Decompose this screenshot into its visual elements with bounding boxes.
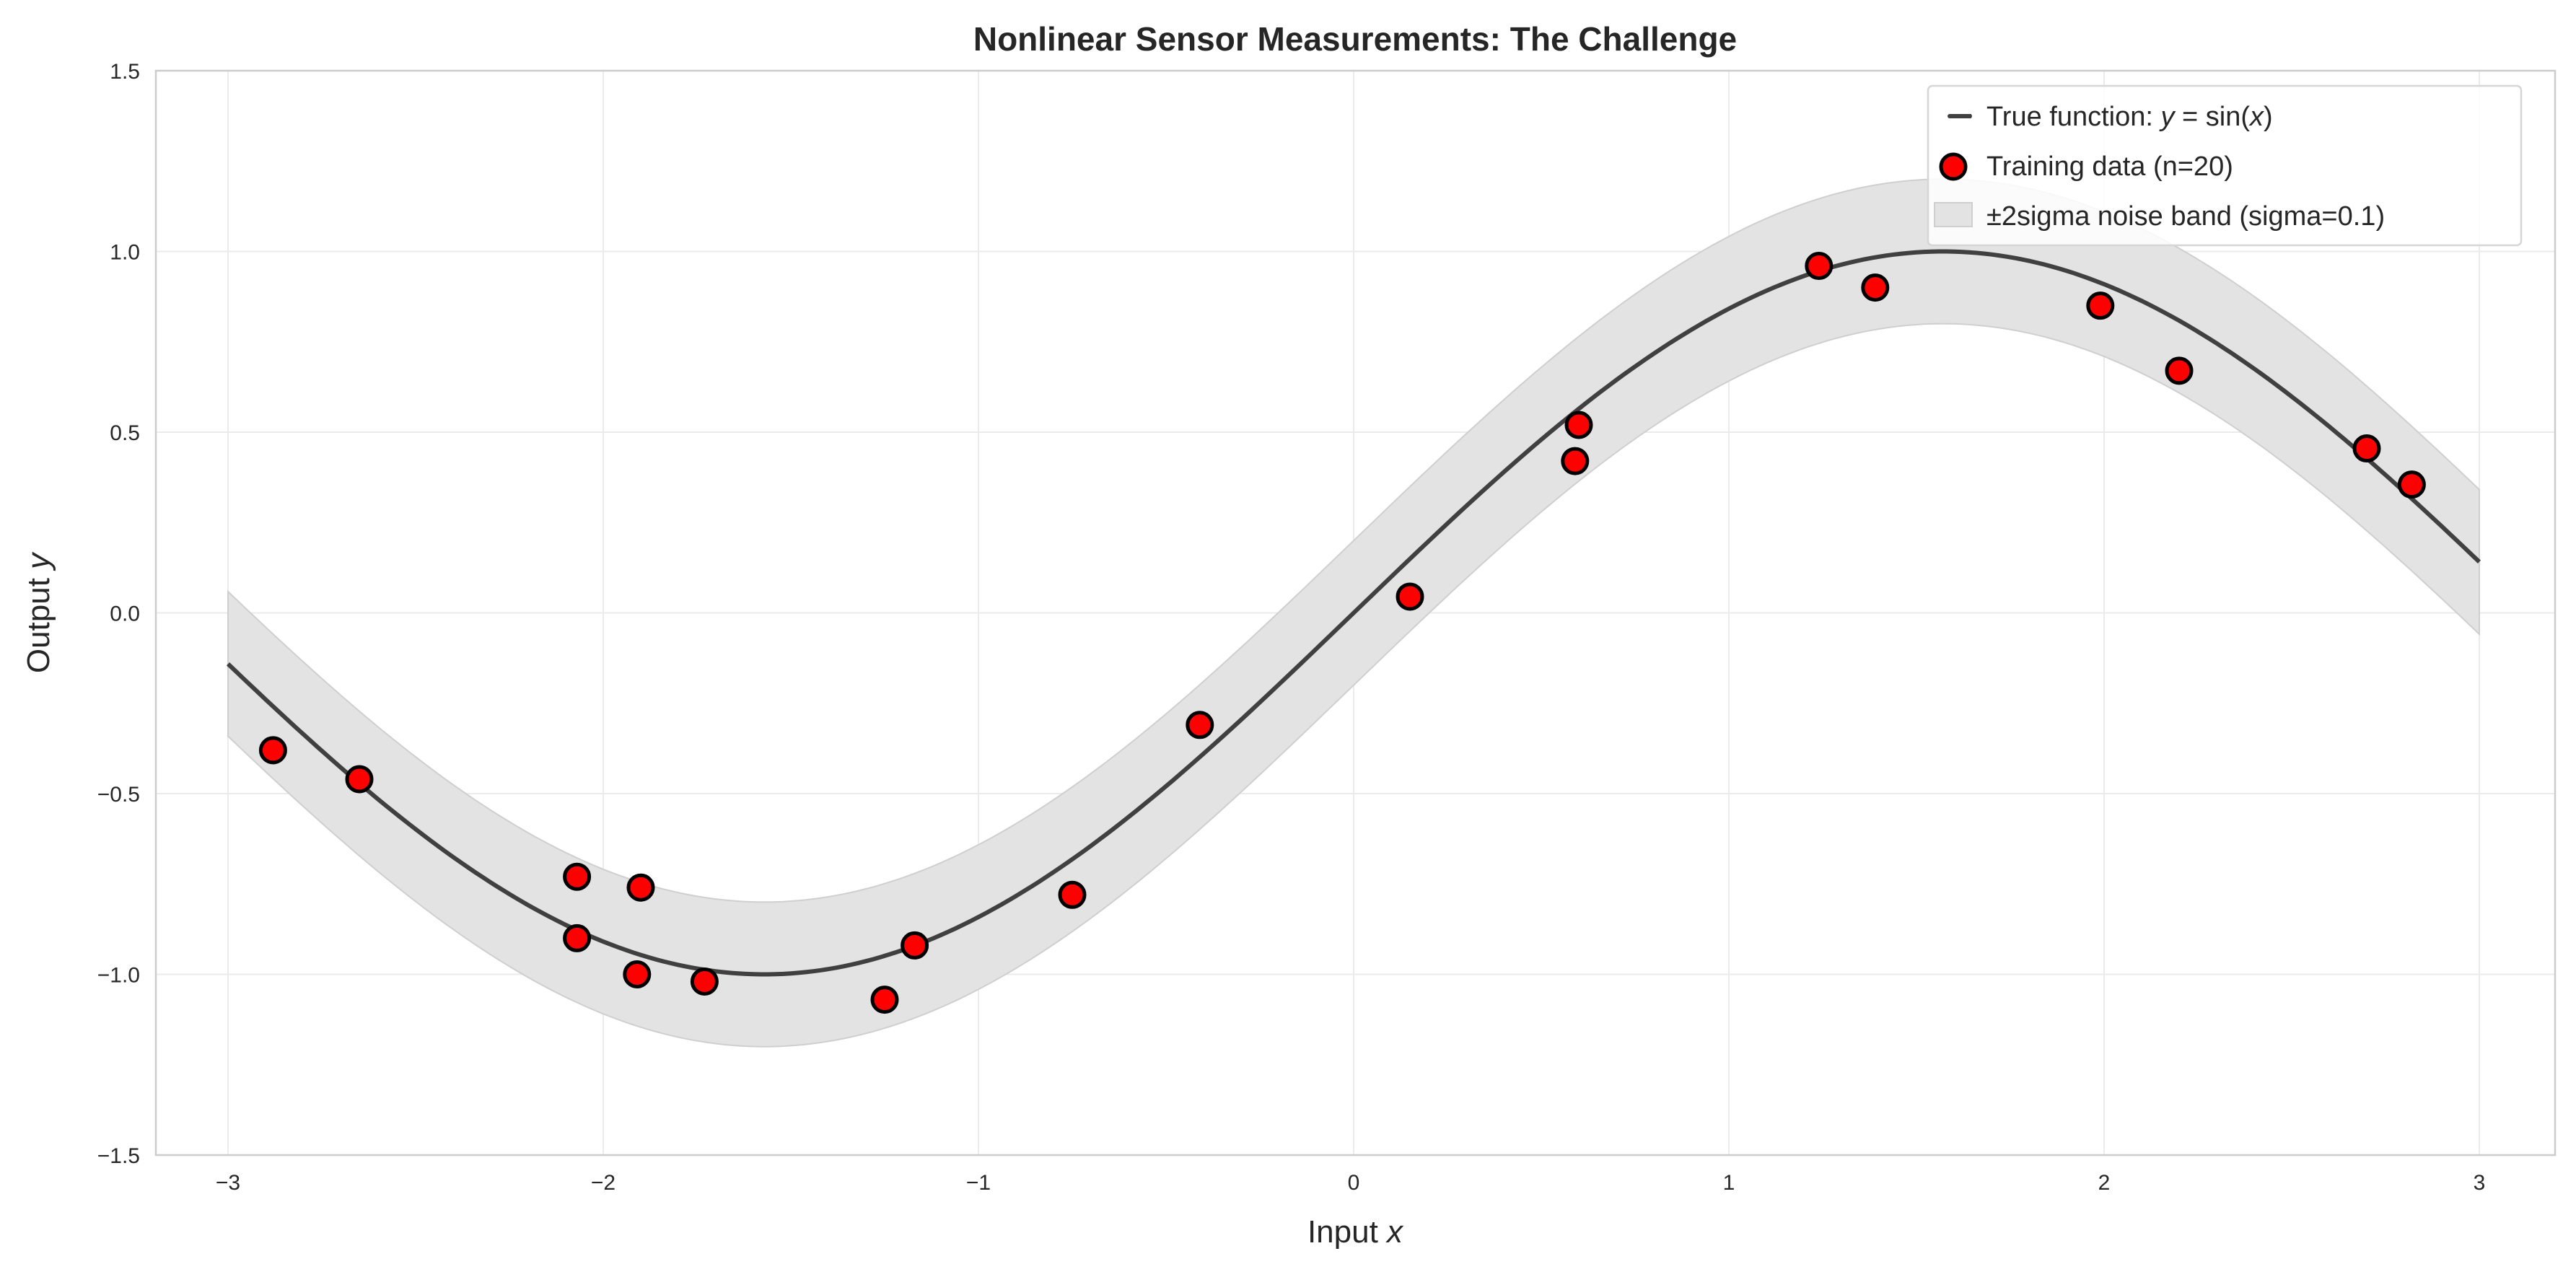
- training-points: [258, 252, 2426, 1014]
- y-axis-label: Output y: [21, 551, 56, 673]
- training-point: [1186, 711, 1214, 740]
- x-tick-label: 0: [1348, 1171, 1360, 1195]
- legend: True function: y = sin(x) Training data …: [1927, 84, 2523, 247]
- training-point: [901, 931, 929, 960]
- training-point: [345, 765, 374, 794]
- y-tick-label: 1.0: [110, 241, 140, 265]
- y-tick-label: −1.5: [97, 1144, 140, 1168]
- y-tick-label: 1.5: [110, 60, 140, 84]
- x-tick-label: 1: [1723, 1171, 1735, 1195]
- training-point: [2165, 356, 2194, 385]
- training-point: [563, 923, 592, 952]
- training-point: [1058, 880, 1087, 909]
- x-tick-label: −3: [216, 1171, 240, 1195]
- training-point: [690, 967, 719, 996]
- y-tick-label: −0.5: [97, 783, 140, 807]
- legend-band-swatch: [1934, 202, 1973, 227]
- tick-labels: −3 −2 −1 0 1 2 3 −1.5 −1.0 −0.5 0.0 0.5 1.0 1.5: [97, 60, 2486, 1195]
- legend-marker-swatch: [1939, 152, 1968, 181]
- training-point: [626, 873, 655, 902]
- legend-label-training-data: Training data (n=20): [1986, 152, 2233, 182]
- training-point: [1564, 411, 1593, 439]
- plot-frame: [154, 69, 2557, 1157]
- chart-title: Nonlinear Sensor Measurements: The Chall…: [973, 20, 1737, 58]
- y-tick-label: 0.0: [110, 602, 140, 626]
- training-point: [1805, 252, 1834, 281]
- training-point: [1561, 447, 1590, 475]
- x-tick-label: 3: [2474, 1171, 2486, 1195]
- legend-box: [1927, 84, 2523, 247]
- training-point: [870, 986, 899, 1014]
- x-axis-label: Input x: [1307, 1214, 1404, 1250]
- training-point: [2086, 291, 2115, 320]
- x-tick-label: 2: [2098, 1171, 2111, 1195]
- y-tick-label: −1.0: [97, 964, 140, 988]
- legend-label-true-function: True function: y = sin(x): [1986, 102, 2273, 132]
- true-function-line: [226, 249, 2481, 977]
- training-point: [623, 960, 652, 988]
- training-point: [1861, 273, 1890, 302]
- training-point: [2352, 434, 2381, 463]
- x-tick-label: −1: [966, 1171, 991, 1195]
- x-tick-label: −2: [591, 1171, 615, 1195]
- training-point: [1396, 582, 1424, 611]
- legend-label-noise-band: ±2sigma noise band (sigma=0.1): [1986, 201, 2385, 232]
- training-point: [563, 862, 592, 891]
- y-tick-label: 0.5: [110, 421, 140, 445]
- training-point: [2397, 470, 2426, 499]
- training-point: [258, 736, 287, 765]
